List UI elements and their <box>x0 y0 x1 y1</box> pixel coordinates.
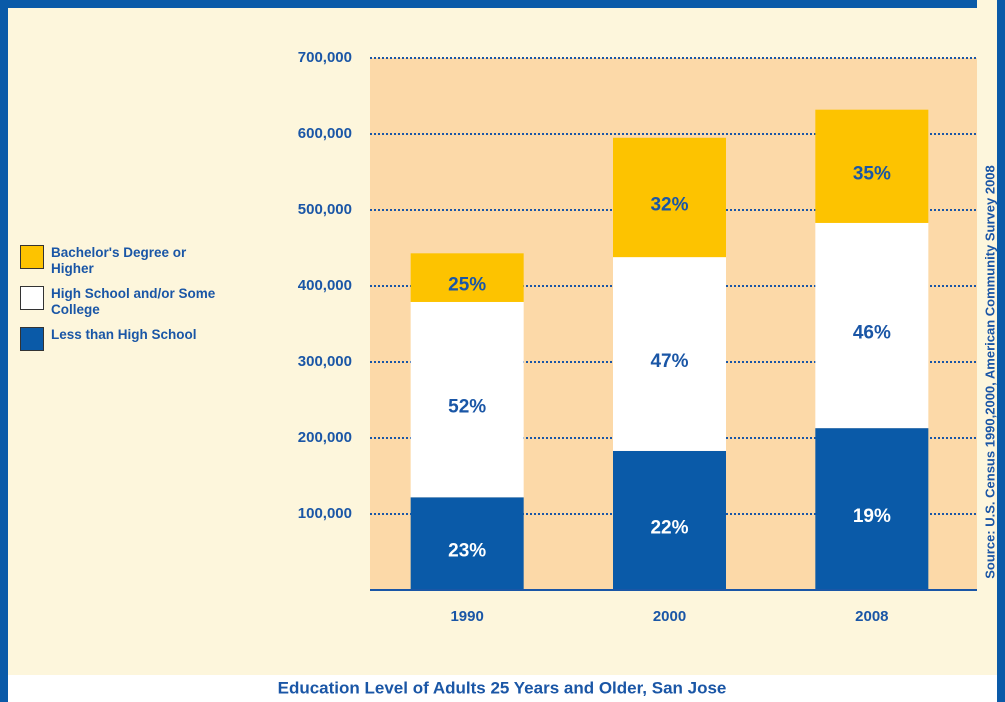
bar-segment <box>613 257 726 451</box>
segment-label: 32% <box>650 194 688 215</box>
bar-segment <box>410 497 524 590</box>
segment-label: 19% <box>853 506 891 527</box>
source: Source: U.S. Census 1990,2000, American … <box>982 165 997 579</box>
y-tick-label: 200,000 <box>298 429 352 446</box>
legend-label: Bachelor's Degree or Higher <box>51 245 187 276</box>
y-tick-label: 400,000 <box>298 277 352 294</box>
legend-label: High School and/or Some College <box>51 286 216 317</box>
y-tick-label: 100,000 <box>298 505 352 522</box>
segment-label: 23% <box>448 541 486 562</box>
y-tick-label: 500,000 <box>298 201 352 218</box>
segment-label: 47% <box>650 351 688 372</box>
legend-swatch <box>20 286 44 310</box>
bar-segment <box>815 428 929 590</box>
bar-segment <box>815 109 929 223</box>
y-tick-label: 300,000 <box>298 353 352 370</box>
bar-segment <box>613 450 726 590</box>
legend-item: Bachelor's Degree or Higher <box>20 245 260 277</box>
segment-label: 35% <box>853 163 891 184</box>
y-tick-label: 600,000 <box>298 125 352 142</box>
legend-swatch <box>20 245 44 269</box>
legend-swatch <box>20 327 44 351</box>
segment-label: 52% <box>448 397 486 418</box>
left-border <box>0 0 8 702</box>
bar-segment <box>410 301 524 498</box>
legend-label: Less than High School <box>51 327 197 342</box>
legend: Bachelor's Degree or Higher High School a… <box>20 245 260 360</box>
x-tick-label: 2000 <box>653 608 686 625</box>
y-tick-label: 700,000 <box>298 49 352 66</box>
title-band <box>8 675 997 702</box>
bar-segment <box>613 137 726 258</box>
bar-segment <box>815 222 929 429</box>
x-tick-label: 2008 <box>855 608 888 625</box>
segment-label: 46% <box>853 323 891 344</box>
top-band <box>0 0 1005 8</box>
x-tick-label: 1990 <box>450 608 483 625</box>
right-border <box>997 0 1005 702</box>
segment-label: 25% <box>448 275 486 296</box>
segment-label: 22% <box>650 517 688 538</box>
legend-item: High School and/or Some College <box>20 286 260 318</box>
legend-item: Less than High School <box>20 327 260 351</box>
bar-segment <box>410 253 524 302</box>
chart-title: Education Level of Adults 25 Years and O… <box>278 678 727 697</box>
